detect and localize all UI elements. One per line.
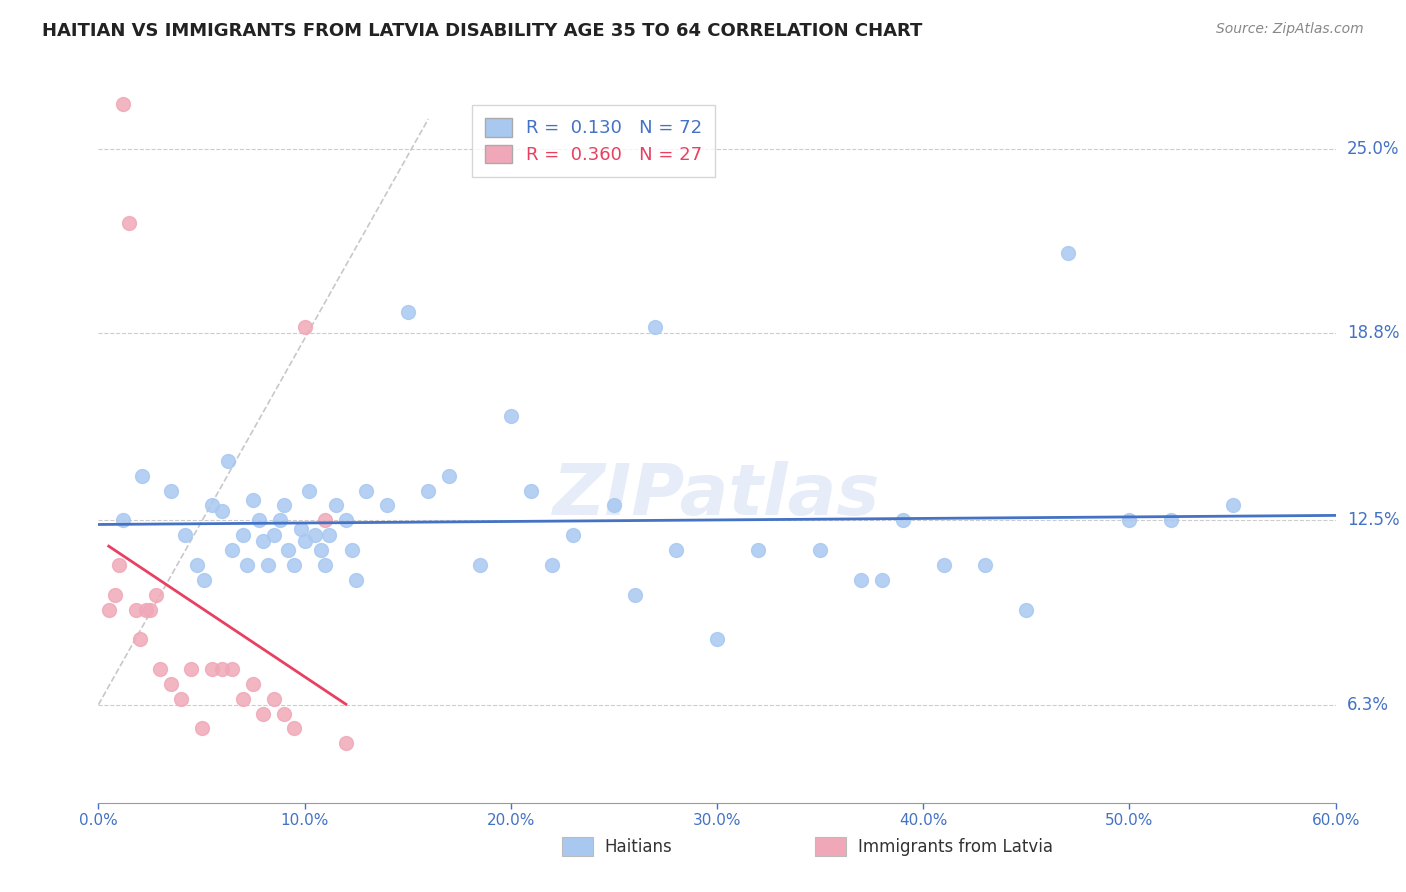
Point: [139, 602, 162, 616]
Point: [277, 543, 299, 558]
Point: [118, 216, 141, 230]
Point: [318, 528, 340, 542]
Point: [170, 691, 193, 706]
Point: [808, 543, 831, 558]
Point: [112, 513, 135, 527]
Point: [340, 543, 363, 558]
Point: [221, 662, 243, 676]
Point: [298, 483, 321, 498]
Point: [706, 632, 728, 647]
Point: [283, 722, 305, 736]
Point: [418, 483, 440, 498]
Point: [145, 588, 167, 602]
Point: [273, 706, 295, 721]
Point: [437, 468, 460, 483]
Point: [242, 492, 264, 507]
Point: [1222, 499, 1244, 513]
Point: [159, 677, 181, 691]
Point: [269, 513, 291, 527]
Point: [309, 543, 332, 558]
Point: [314, 513, 336, 527]
Text: ZIPatlas: ZIPatlas: [554, 461, 880, 531]
Point: [180, 662, 202, 676]
Point: [149, 662, 172, 676]
Point: [1118, 513, 1140, 527]
Point: [232, 528, 254, 542]
Point: [217, 454, 239, 468]
Point: [891, 513, 914, 527]
Point: [665, 543, 688, 558]
Point: [211, 662, 233, 676]
Point: [283, 558, 305, 572]
Point: [221, 543, 243, 558]
Point: [932, 558, 955, 572]
Point: [623, 588, 645, 602]
Point: [242, 677, 264, 691]
Point: [304, 528, 326, 542]
Point: [193, 573, 215, 587]
Point: [499, 409, 522, 424]
Point: [1160, 513, 1182, 527]
Text: 18.8%: 18.8%: [1347, 324, 1399, 342]
Point: [135, 602, 157, 616]
Text: 6.3%: 6.3%: [1347, 696, 1389, 714]
Point: [1056, 245, 1078, 260]
Point: [104, 588, 127, 602]
Point: [870, 573, 893, 587]
Point: [644, 320, 666, 334]
Point: [174, 528, 197, 542]
Point: [263, 528, 285, 542]
Point: [335, 513, 357, 527]
Point: [201, 662, 224, 676]
Point: [468, 558, 491, 572]
Point: [314, 558, 336, 572]
Point: [112, 97, 135, 112]
Point: [1015, 602, 1038, 616]
Point: [263, 691, 285, 706]
Point: [520, 483, 543, 498]
Point: [236, 558, 259, 572]
Point: [128, 632, 150, 647]
Point: [211, 504, 233, 518]
Point: [124, 602, 146, 616]
Point: [256, 558, 278, 572]
Point: [190, 722, 212, 736]
Point: [186, 558, 208, 572]
Point: [131, 468, 153, 483]
Point: [356, 483, 378, 498]
Point: [247, 513, 270, 527]
Point: [603, 499, 626, 513]
Text: Source: ZipAtlas.com: Source: ZipAtlas.com: [1216, 22, 1364, 37]
Point: [273, 499, 295, 513]
Point: [541, 558, 564, 572]
Point: [325, 499, 347, 513]
Point: [294, 320, 316, 334]
Point: [561, 528, 583, 542]
Point: [375, 499, 398, 513]
Text: 12.5%: 12.5%: [1347, 511, 1399, 529]
Point: [335, 736, 357, 750]
Point: [252, 706, 274, 721]
Text: Haitians: Haitians: [605, 838, 672, 855]
Point: [201, 499, 224, 513]
Text: 25.0%: 25.0%: [1347, 140, 1399, 158]
Point: [159, 483, 181, 498]
Point: [344, 573, 367, 587]
Text: Immigrants from Latvia: Immigrants from Latvia: [858, 838, 1053, 855]
Point: [294, 534, 316, 549]
Point: [290, 522, 312, 536]
Point: [108, 558, 131, 572]
Point: [396, 305, 419, 319]
Point: [232, 691, 254, 706]
Point: [252, 534, 274, 549]
Point: [747, 543, 769, 558]
Point: [851, 573, 873, 587]
Point: [974, 558, 997, 572]
Legend: R =  0.130   N = 72, R =  0.360   N = 27: R = 0.130 N = 72, R = 0.360 N = 27: [472, 105, 714, 177]
Point: [97, 602, 120, 616]
Text: HAITIAN VS IMMIGRANTS FROM LATVIA DISABILITY AGE 35 TO 64 CORRELATION CHART: HAITIAN VS IMMIGRANTS FROM LATVIA DISABI…: [42, 22, 922, 40]
